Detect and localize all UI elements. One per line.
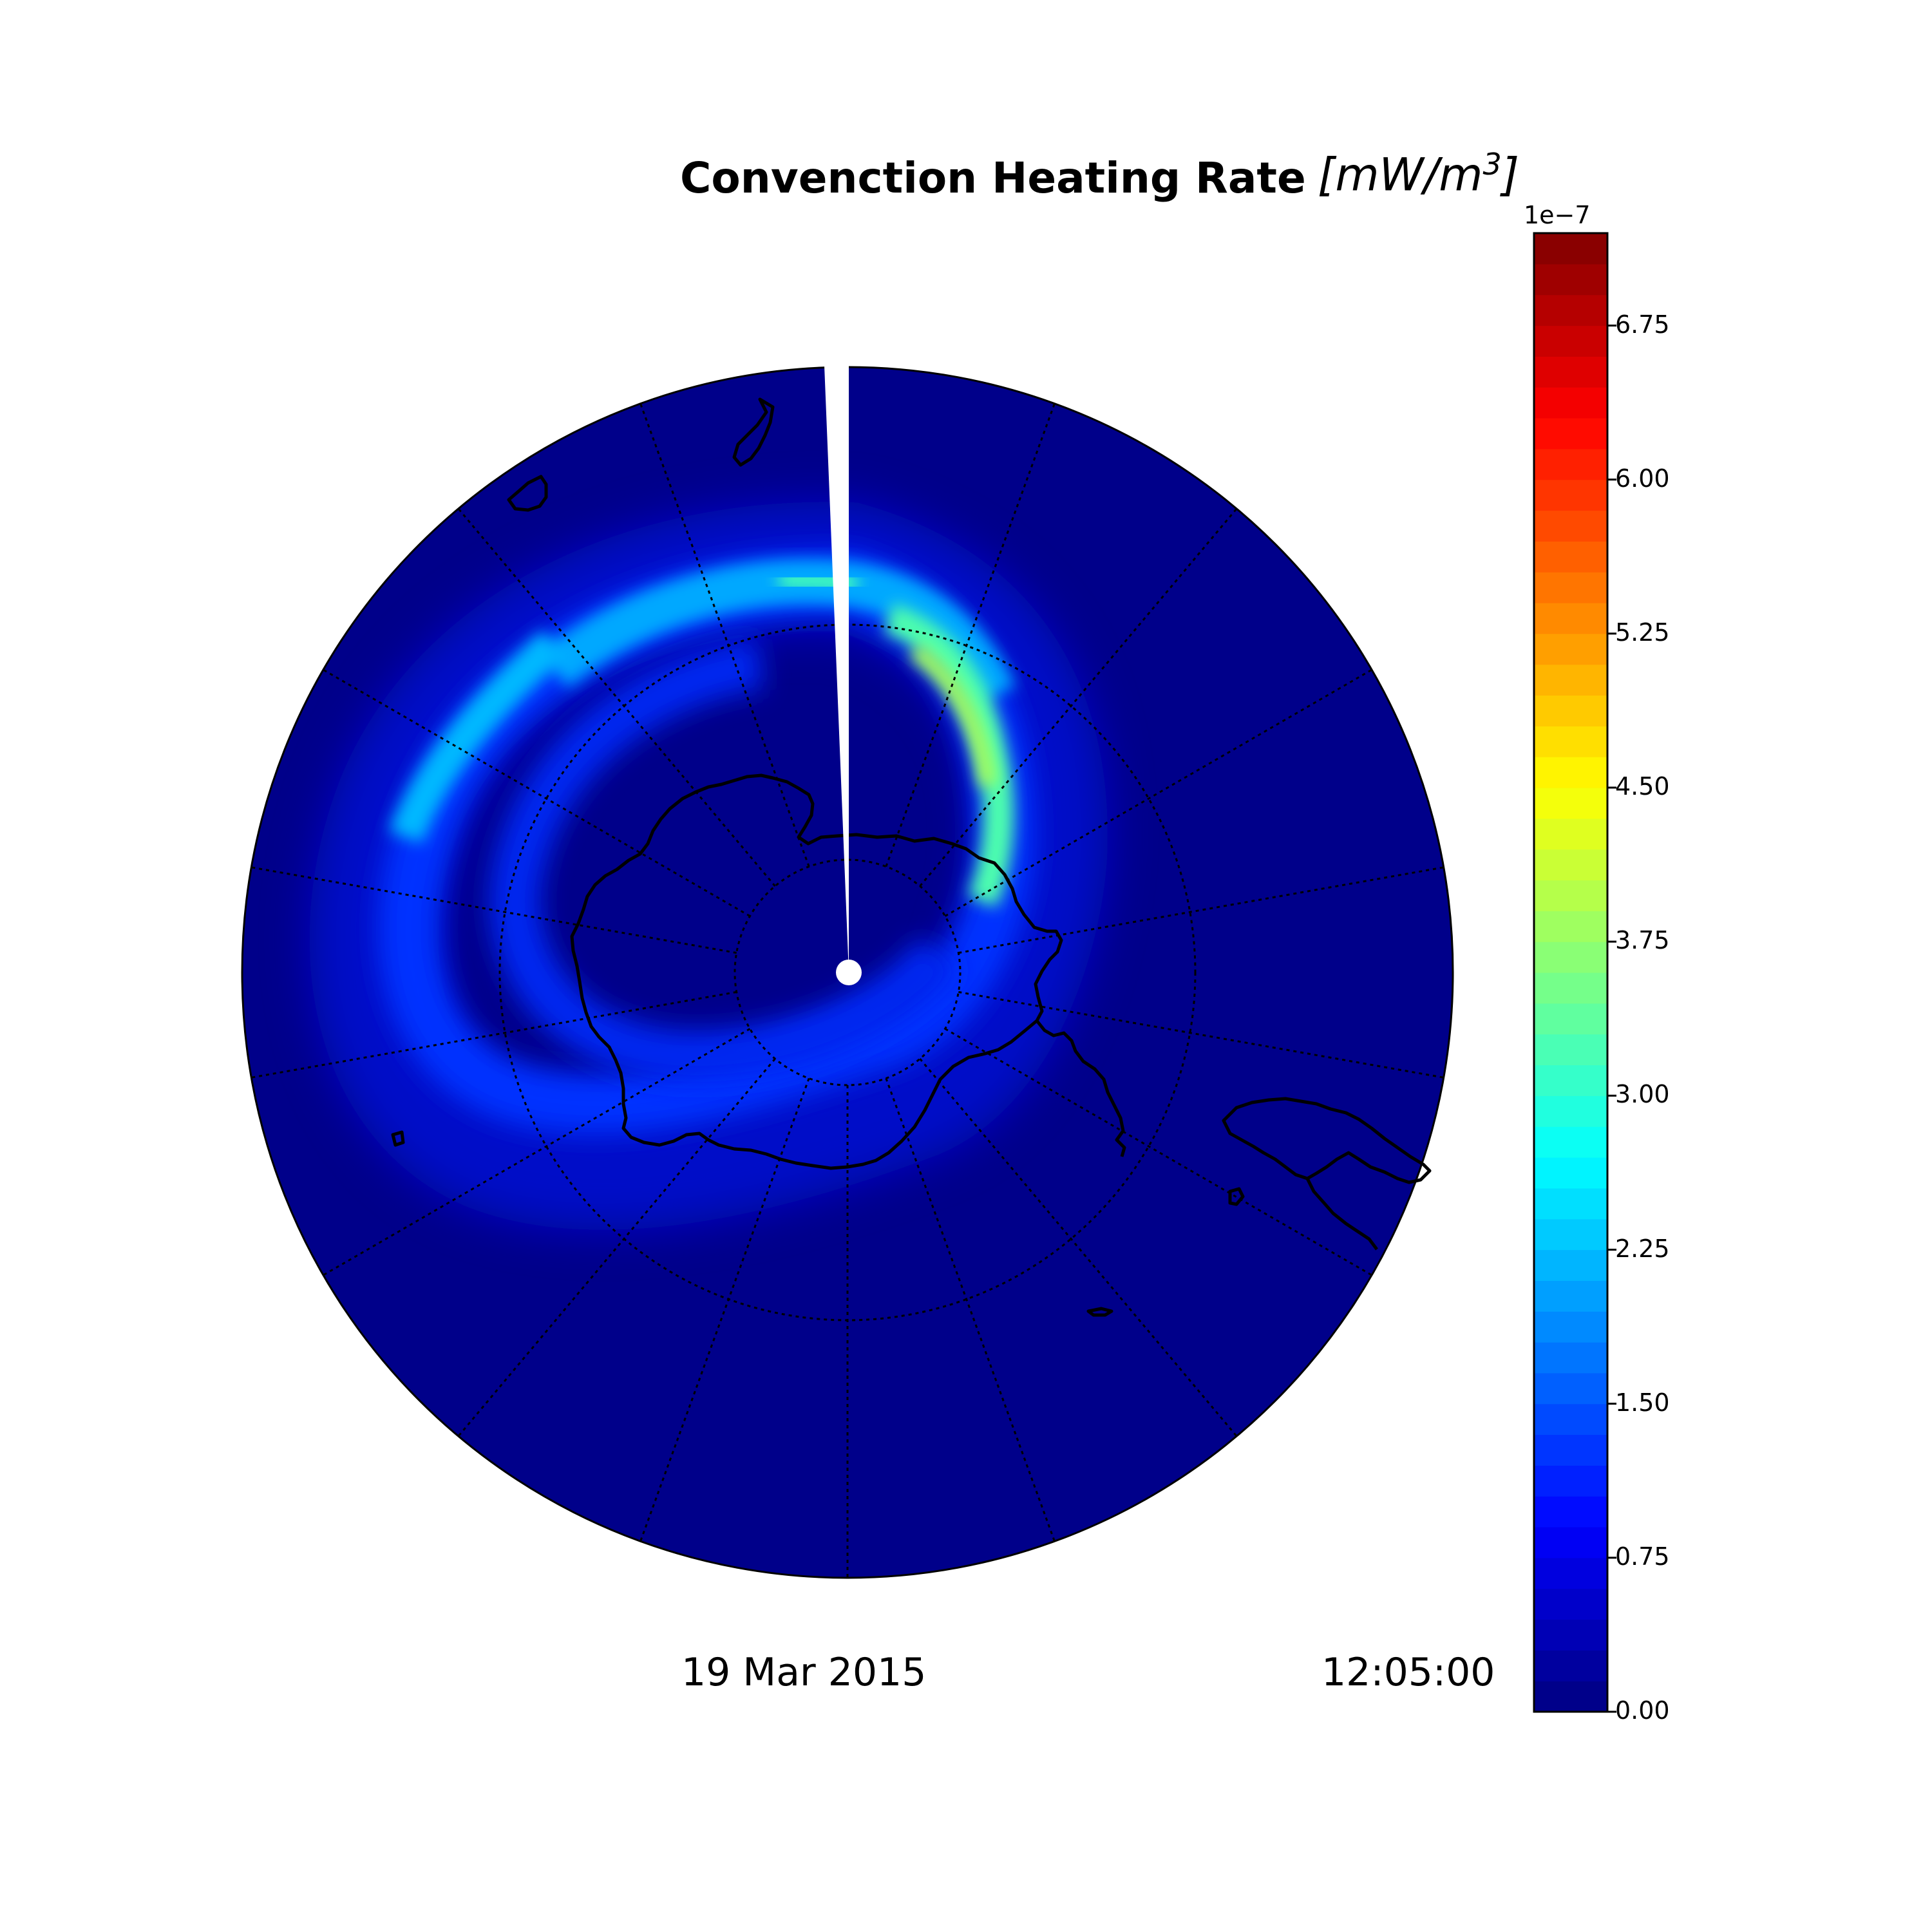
colorbar-band <box>1534 1218 1607 1251</box>
auroral-hotspot-nw <box>779 569 858 594</box>
colorbar-band <box>1534 1650 1607 1681</box>
colorbar-band <box>1534 1372 1607 1405</box>
colorbar-band <box>1534 788 1607 819</box>
south-america-coast <box>1305 1177 1378 1251</box>
auroral-arc-west <box>389 630 566 844</box>
colorbar-tick-label: 5.25 <box>1615 618 1670 647</box>
date-label: 19 Mar 2015 <box>681 1650 927 1695</box>
chart-title-units: [mW/m3] <box>1318 147 1519 201</box>
colorbar-tick-label: 1.50 <box>1615 1388 1670 1417</box>
colorbar-tick-label: 6.75 <box>1615 310 1670 339</box>
colorbar-band <box>1534 294 1607 327</box>
colorbar-band <box>1534 418 1607 450</box>
colorbar-frame <box>1533 232 1609 1713</box>
colorbar-band <box>1534 1157 1607 1189</box>
colorbar-band <box>1534 1557 1607 1589</box>
colorbar-band <box>1534 1126 1607 1158</box>
chart-title: Convenction Heating Rate <box>680 153 1306 203</box>
new-zealand-north <box>732 397 775 467</box>
colorbar-band <box>1534 1065 1607 1096</box>
colorbar-band <box>1534 695 1607 726</box>
colorbar-band <box>1534 1619 1607 1651</box>
time-label: 12:05:00 <box>1321 1650 1495 1695</box>
colorbar-band <box>1534 972 1607 1004</box>
colorbar-band <box>1534 1034 1607 1066</box>
colorbar-tick-label: 0.00 <box>1615 1696 1670 1725</box>
colorbar-tick-label: 2.25 <box>1615 1234 1670 1263</box>
colorbar-tick-label: 6.00 <box>1615 464 1670 493</box>
colorbar-band <box>1534 1434 1607 1466</box>
colorbar-bands <box>1534 233 1607 1712</box>
colorbar-band <box>1534 1496 1607 1528</box>
colorbar-band <box>1534 356 1607 388</box>
new-zealand-south <box>507 475 548 512</box>
colorbar-band <box>1534 479 1607 511</box>
colorbar-band <box>1534 1095 1607 1127</box>
colorbar-band <box>1534 1311 1607 1343</box>
kerguelen-island <box>391 1130 405 1147</box>
antarctic-peninsula <box>1036 1019 1126 1157</box>
auroral-oval-inner <box>489 638 961 1083</box>
colorbar-band <box>1534 448 1607 480</box>
colorbar-ticks <box>1607 325 1616 1713</box>
colorbar-tick-label: 3.75 <box>1615 926 1670 955</box>
colorbar-band <box>1534 510 1607 542</box>
falkland-islands <box>1228 1187 1245 1206</box>
colorbar-band <box>1534 1188 1607 1220</box>
colorbar-band <box>1534 1249 1607 1281</box>
colorbar-band <box>1534 1280 1607 1312</box>
colorbar-band <box>1534 325 1607 357</box>
colorbar-band <box>1534 880 1607 911</box>
south-georgia <box>1086 1307 1113 1317</box>
colorbar-band <box>1534 1588 1607 1620</box>
colorbar-band <box>1534 1465 1607 1497</box>
auroral-hotspot-core <box>909 643 998 787</box>
colorbar-band <box>1534 541 1607 573</box>
colorbar <box>1533 232 1616 1713</box>
colorbar-band <box>1534 572 1607 603</box>
colorbar-band <box>1534 1403 1607 1435</box>
pole-marker <box>836 960 862 985</box>
colorbar-tick-label: 0.75 <box>1615 1542 1670 1571</box>
data-gap-wedge <box>824 366 849 972</box>
colorbar-band <box>1534 233 1607 265</box>
units-close: ] <box>1501 148 1520 202</box>
colorbar-band <box>1534 942 1607 973</box>
colorbar-tick-label: 3.00 <box>1615 1080 1670 1109</box>
units-var: mW/m <box>1335 148 1483 202</box>
units-sup: 3 <box>1482 147 1502 182</box>
antarctica-coastline <box>570 773 1063 1170</box>
colorbar-band <box>1534 1003 1607 1035</box>
colorbar-band <box>1534 633 1607 665</box>
south-america-tip <box>1222 1097 1432 1184</box>
colorbar-band <box>1534 726 1607 757</box>
auroral-hotspot <box>883 603 1014 908</box>
colorbar-band <box>1534 603 1607 634</box>
colorbar-tick-label: 4.50 <box>1615 772 1670 800</box>
colorbar-band <box>1534 664 1607 696</box>
colorbar-band <box>1534 387 1607 419</box>
heating-field <box>309 502 1108 1230</box>
latitude-circle-inner <box>734 858 961 1086</box>
colorbar-band <box>1534 263 1607 296</box>
colorbar-band <box>1534 911 1607 942</box>
colorbar-exponent: 1e−7 <box>1524 201 1591 229</box>
colorbar-band <box>1534 1527 1607 1558</box>
units-open: [ <box>1318 148 1336 202</box>
colorbar-band <box>1534 818 1607 850</box>
coastlines <box>391 397 1432 1317</box>
colorbar-band <box>1534 757 1607 788</box>
colorbar-band <box>1534 1681 1607 1712</box>
colorbar-band <box>1534 849 1607 881</box>
colorbar-band <box>1534 1342 1607 1374</box>
